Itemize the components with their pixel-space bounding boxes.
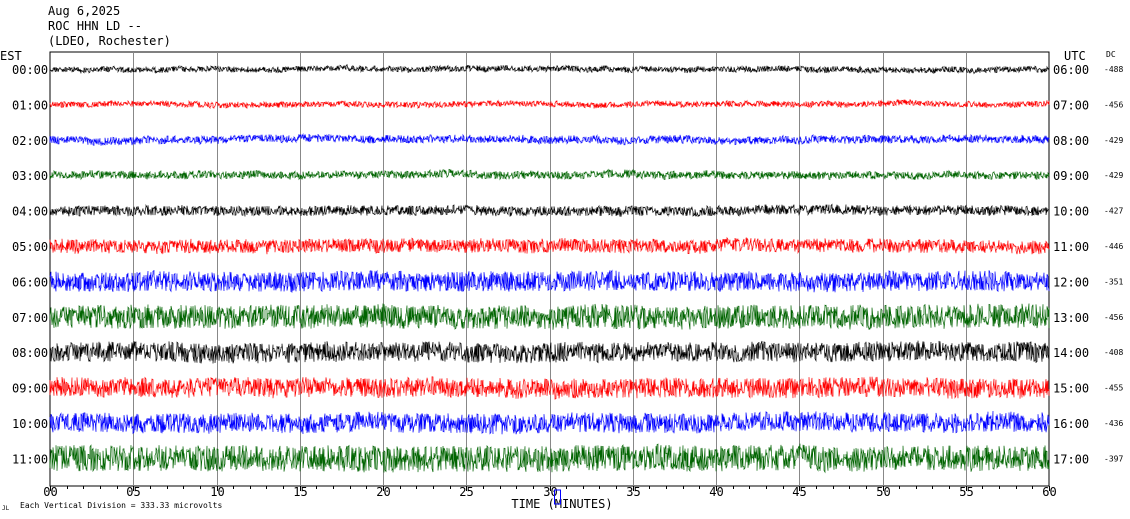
seismogram-trace-0900 (49, 376, 1050, 400)
est-time-label: 04:00 (12, 205, 48, 219)
x-tick-label: 10 (210, 485, 224, 499)
utc-time-label: 07:00 (1053, 98, 1089, 112)
plot-frame (49, 51, 1050, 487)
x-tick-label: 50 (876, 485, 890, 499)
est-time-label: 08:00 (12, 346, 48, 360)
dc-offset-label: -488 (1104, 65, 1123, 74)
utc-time-label: 14:00 (1053, 346, 1089, 360)
event-marker (554, 489, 561, 505)
dc-offset-label: -446 (1104, 242, 1123, 251)
seismogram-trace-1100 (49, 443, 1050, 474)
est-time-label: 00:00 (12, 63, 48, 77)
est-header: EST (0, 49, 22, 63)
dc-offset-label: -397 (1104, 454, 1123, 463)
x-tick-label: 15 (293, 485, 307, 499)
est-time-label: 06:00 (12, 275, 48, 289)
x-tick-label: 00 (43, 485, 57, 499)
x-tick-label: 20 (376, 485, 390, 499)
dc-offset-label: -436 (1104, 419, 1123, 428)
x-axis-label: TIME (MINUTES) (511, 497, 612, 511)
footer-note: Each Vertical Division = 333.33 microvol… (20, 501, 222, 510)
seismogram-trace-0700 (49, 303, 1050, 330)
seismogram-trace-0600 (49, 269, 1050, 293)
dc-header: DC (1106, 50, 1116, 59)
est-time-label: 03:00 (12, 169, 48, 183)
utc-time-label: 09:00 (1053, 169, 1089, 183)
utc-time-label: 06:00 (1053, 63, 1089, 77)
x-tick-label: 25 (459, 485, 473, 499)
seismogram-trace-0400 (49, 203, 1050, 217)
x-tick-label: 55 (959, 485, 973, 499)
utc-time-label: 10:00 (1053, 205, 1089, 219)
utc-time-label: 15:00 (1053, 382, 1089, 396)
seismogram-trace-0200 (49, 132, 1050, 146)
utc-time-label: 16:00 (1053, 417, 1089, 431)
utc-time-label: 13:00 (1053, 311, 1089, 325)
dc-offset-label: -351 (1104, 277, 1123, 286)
dc-offset-label: -456 (1104, 100, 1123, 109)
footer-mark: JL (2, 505, 10, 512)
x-tick-label: 40 (709, 485, 723, 499)
est-time-label: 07:00 (12, 311, 48, 325)
dc-offset-label: -455 (1104, 384, 1123, 393)
dc-offset-label: -429 (1104, 136, 1123, 145)
network-label: (LDEO, Rochester) (48, 34, 171, 48)
seismogram-trace-1000 (49, 410, 1050, 435)
station-label: ROC HHN LD -- (48, 19, 142, 33)
seismogram-trace-0800 (49, 340, 1050, 364)
seismogram-trace-0100 (49, 99, 1050, 110)
date-label: Aug 6,2025 (48, 4, 121, 18)
est-time-label: 09:00 (12, 382, 48, 396)
seismogram-trace-0000 (49, 63, 1050, 75)
est-time-label: 11:00 (12, 452, 48, 466)
est-time-label: 05:00 (12, 240, 48, 254)
utc-header: UTC (1064, 49, 1086, 63)
dc-offset-label: -429 (1104, 171, 1123, 180)
utc-time-label: 08:00 (1053, 134, 1089, 148)
est-time-label: 01:00 (12, 98, 48, 112)
utc-time-label: 12:00 (1053, 275, 1089, 289)
est-time-label: 10:00 (12, 417, 48, 431)
dc-offset-label: -408 (1104, 348, 1123, 357)
utc-time-label: 11:00 (1053, 240, 1089, 254)
x-tick-label: 05 (126, 485, 140, 499)
seismogram-trace-0300 (49, 168, 1050, 181)
est-time-label: 02:00 (12, 134, 48, 148)
x-tick-label: 45 (792, 485, 806, 499)
x-tick-label: 60 (1042, 485, 1056, 499)
x-tick-label: 35 (626, 485, 640, 499)
dc-offset-label: -427 (1104, 207, 1123, 216)
seismogram-trace-0500 (49, 236, 1050, 255)
dc-offset-label: -456 (1104, 313, 1123, 322)
utc-time-label: 17:00 (1053, 452, 1089, 466)
